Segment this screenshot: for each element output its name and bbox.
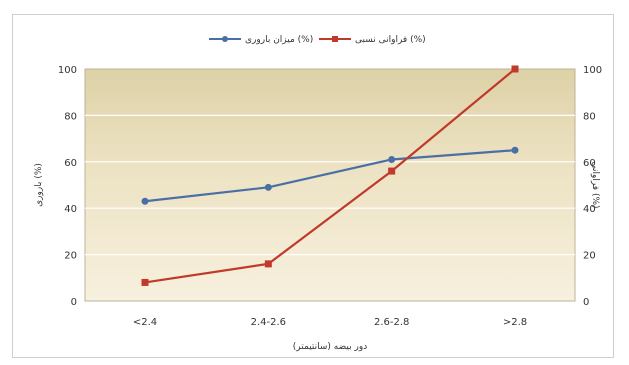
x-tick-label: >2.8 [503, 317, 527, 328]
right-tick-label: 20 [583, 251, 596, 262]
data-point [511, 65, 519, 73]
left-tick-label: 0 [71, 297, 77, 308]
plot-area [84, 68, 576, 302]
data-point [388, 167, 396, 175]
chart-frame: 0 20 40 60 80 100 0 20 40 60 80 100 <2.4 2.4-2.6 2.6… [12, 14, 614, 358]
left-tick-label: 80 [64, 111, 77, 122]
left-tick-label: 60 [64, 158, 77, 169]
line-chart: 0 20 40 60 80 100 0 20 40 60 80 100 <2.4 2.4-2.6 2.6… [34, 35, 602, 352]
x-tick-label: <2.4 [133, 317, 157, 328]
left-tick-label: 20 [64, 251, 77, 262]
legend-label-frequency: فراوانی نسبی (%) [355, 35, 426, 45]
series-line [144, 149, 516, 203]
right-tick-label: 0 [583, 297, 589, 308]
left-axis-ticks: 0 20 40 60 80 100 [58, 65, 77, 308]
right-tick-label: 60 [583, 158, 596, 169]
data-point [141, 278, 149, 286]
right-tick-label: 100 [583, 65, 602, 76]
gridlines [85, 114, 575, 256]
legend-label-fertility: میزان باروری (%) [245, 35, 313, 45]
data-point [388, 155, 396, 163]
x-axis-label: دور بیضه (سانتیمتر) [293, 342, 367, 352]
left-tick-label: 40 [64, 204, 77, 215]
series-line [144, 68, 516, 284]
series-0 [141, 146, 519, 205]
left-tick-label: 100 [58, 65, 77, 76]
right-tick-label: 80 [583, 111, 596, 122]
y-axis-label-right: فراوانی (%) [590, 161, 600, 208]
series-1 [141, 65, 519, 286]
x-tick-label: 2.6-2.8 [374, 317, 409, 328]
data-point [264, 260, 272, 268]
series-layer [141, 65, 519, 286]
data-point [264, 183, 272, 191]
right-axis-ticks: 0 20 40 60 80 100 [583, 65, 602, 308]
data-point [511, 146, 519, 154]
data-point [141, 197, 149, 205]
legend-swatch-frequency-marker [332, 36, 338, 42]
x-tick-label: 2.4-2.6 [251, 317, 286, 328]
y-axis-label-left: باروری (%) [34, 163, 44, 207]
x-axis-ticks: <2.4 2.4-2.6 2.6-2.8 >2.8 [133, 317, 527, 328]
legend-swatch-fertility-marker [222, 36, 228, 42]
right-tick-label: 40 [583, 204, 596, 215]
legend: میزان باروری (%) فراوانی نسبی (%) [209, 35, 426, 45]
